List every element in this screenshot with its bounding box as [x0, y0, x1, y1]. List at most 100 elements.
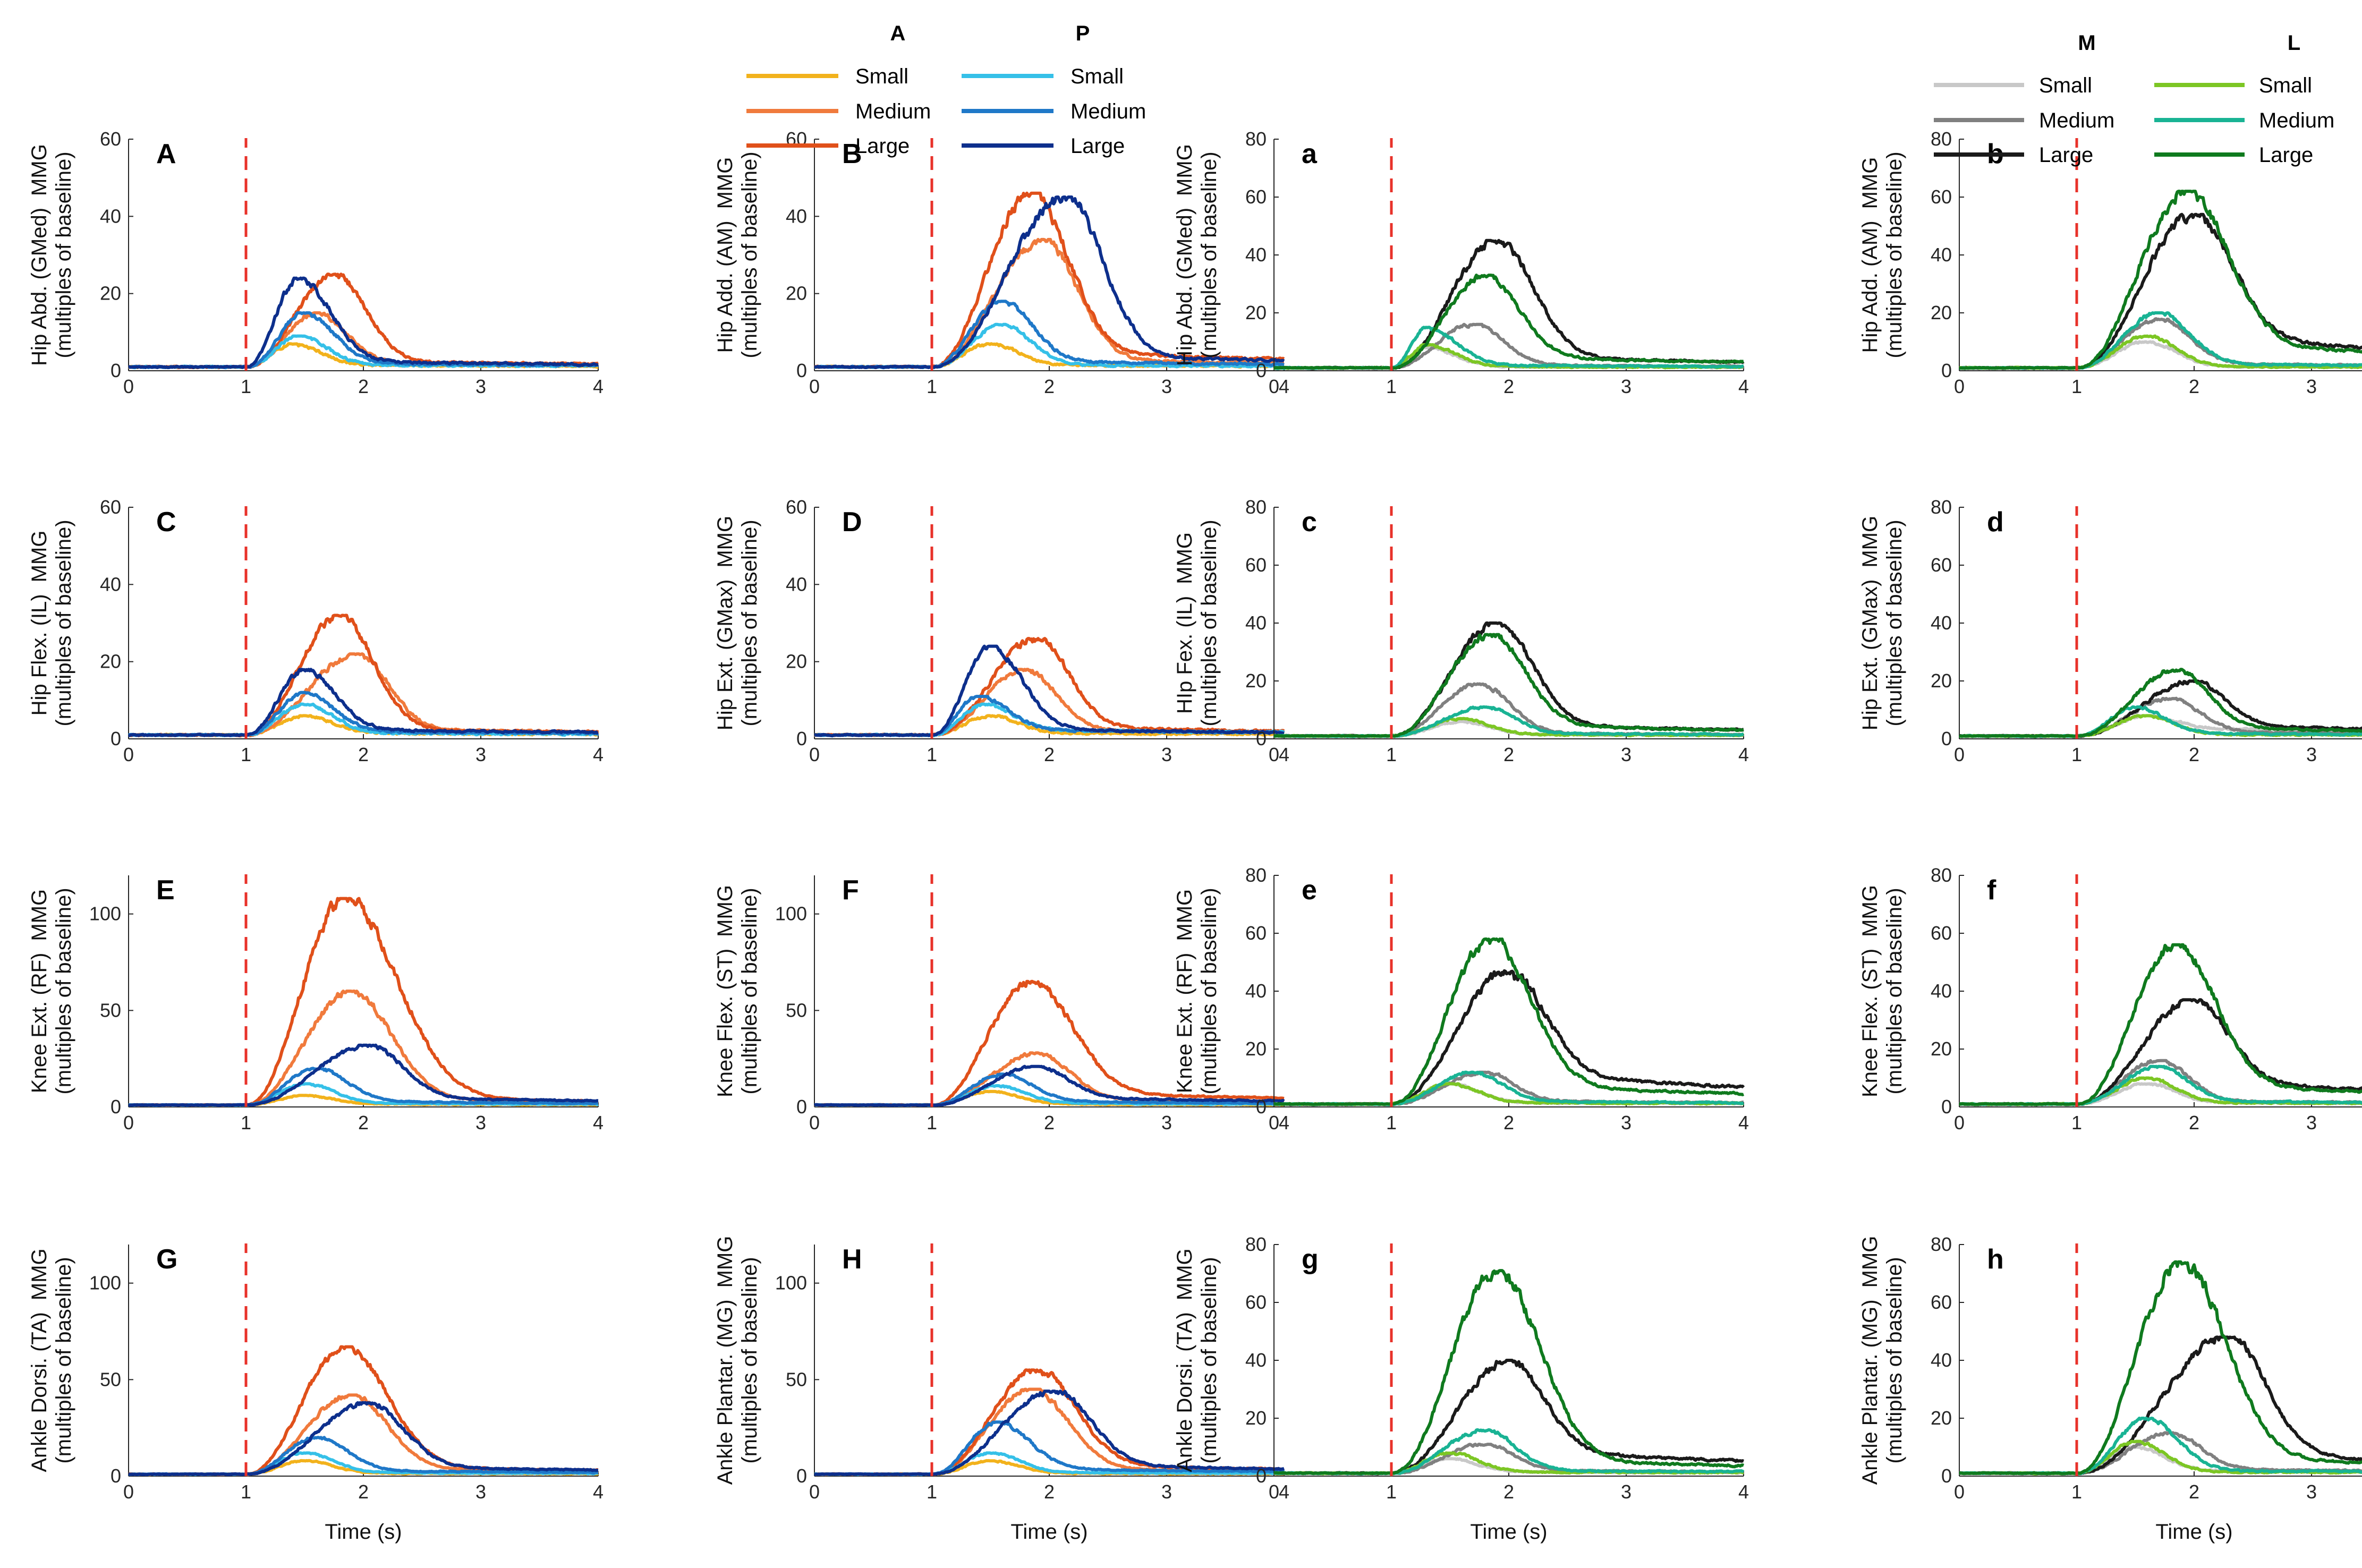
series-line-l-large [1959, 190, 2362, 370]
y-tick-label: 0 [111, 360, 121, 381]
series-line-a-large [128, 897, 599, 1107]
legend-label-m-medium: Medium [2039, 109, 2114, 132]
x-tick-label: 0 [123, 1112, 134, 1134]
x-tick-label: 3 [1621, 744, 1632, 765]
y-axis-label-measure: MMG [713, 885, 737, 937]
y-tick-label: 20 [786, 283, 807, 304]
x-tick-label: 1 [241, 1481, 251, 1503]
x-tick-label: 3 [1161, 744, 1172, 765]
series-line-p-large [814, 1390, 1285, 1477]
panel-letter: g [1302, 1244, 1319, 1275]
x-tick-label: 2 [1503, 744, 1514, 765]
series-line-p-large [128, 1043, 599, 1107]
y-tick-label: 40 [1245, 980, 1267, 1002]
series-line-p-medium [128, 311, 599, 370]
y-tick-label: 40 [1245, 1349, 1267, 1371]
y-axis-label: Knee Ext. (RF) MMG(multiples of baseline) [28, 888, 75, 1094]
y-axis-label: Ankle Plantar. (MG) MMG(multiples of base… [1858, 1236, 1906, 1485]
y-tick-label: 20 [1931, 670, 1952, 692]
y-axis-label-sub: (multiples of baseline) [1197, 151, 1221, 358]
y-tick-label: 60 [1931, 554, 1952, 576]
y-axis-label-measure: MMG [1858, 885, 1882, 937]
series-line-p-large [128, 668, 599, 737]
y-axis-label-measure: MMG [1173, 889, 1196, 941]
y-tick-label: 0 [1256, 1465, 1267, 1487]
x-tick-label: 3 [2306, 744, 2317, 765]
y-axis-label: Knee Flex. (ST) MMG(multiples of baseline… [713, 885, 761, 1097]
x-tick-label: 2 [1044, 376, 1055, 397]
y-axis-label-sub: (multiples of baseline) [1883, 151, 1906, 358]
y-axis-label-sub: (multiples of baseline) [1197, 519, 1221, 726]
series-line-m-large [1273, 621, 1744, 738]
y-axis-label-measure: MMG [713, 157, 737, 209]
y-axis-label-sub: (multiples of baseline) [52, 151, 75, 358]
series-line-l-large [1959, 1260, 2362, 1476]
y-axis-label-muscle: Knee Flex. (ST) [1858, 949, 1882, 1097]
y-tick-label: 40 [1931, 612, 1952, 634]
x-tick-label: 0 [123, 1481, 134, 1503]
x-tick-label: 3 [1621, 376, 1632, 397]
x-tick-label: 2 [1503, 1112, 1514, 1134]
y-tick-label: 20 [100, 651, 121, 672]
x-axis-label: Time (s) [2155, 1520, 2232, 1544]
x-tick-label: 4 [1738, 1481, 1749, 1503]
y-axis-label-muscle: Hip Ext. (GMax) [713, 580, 737, 730]
y-tick-label: 60 [1245, 1291, 1267, 1313]
panel-letter: C [156, 507, 176, 538]
y-axis-label-muscle: Hip Abd. (GMed) [28, 208, 51, 366]
y-tick-label: 40 [1931, 244, 1952, 266]
y-tick-label: 20 [786, 651, 807, 672]
x-tick-label: 1 [1386, 376, 1397, 397]
panel-letter: A [156, 139, 176, 169]
y-axis-label-measure: MMG [1858, 157, 1882, 209]
y-axis-label-sub: (multiples of baseline) [52, 519, 75, 726]
x-tick-label: 4 [593, 1481, 604, 1503]
x-tick-label: 2 [358, 744, 369, 765]
y-axis-label: Ankle Dorsi. (TA) MMG(multiples of baseli… [28, 1248, 75, 1472]
legend-label-a-small: Small [855, 65, 908, 88]
y-axis-label-sub: (multiples of baseline) [1197, 1257, 1221, 1463]
series-line-l-large [1273, 937, 1745, 1106]
y-axis-label-sub: (multiples of baseline) [1883, 888, 1906, 1094]
x-tick-label: 2 [2189, 1481, 2199, 1503]
y-axis-label-sub: (multiples of baseline) [738, 888, 761, 1094]
y-axis-label-measure: MMG [713, 1236, 737, 1288]
legend-label-l-small: Small [2259, 74, 2312, 97]
panel-letter: B [842, 139, 862, 169]
y-tick-label: 20 [1931, 302, 1952, 323]
series-line-m-large [1959, 679, 2362, 738]
x-tick-label: 2 [1044, 1112, 1055, 1134]
y-axis-label: HIp Fex. (IL) MMG(multiples of baseline) [1173, 519, 1221, 726]
y-tick-label: 100 [89, 903, 121, 925]
legend-label-p-large: Large [1070, 134, 1125, 158]
y-axis-label: Hip Ext. (GMax) MMG(multiples of baseline… [1858, 516, 1906, 730]
series-line-p-large [814, 644, 1285, 738]
y-tick-label: 60 [100, 496, 121, 518]
y-axis-label: Hip Abd. (GMed) MMG(multiples of baseline… [28, 144, 75, 366]
y-axis-label-muscle: Knee Ext. (RF) [28, 953, 51, 1094]
panel-letter: D [842, 507, 862, 538]
y-axis-label: Hip Abd. (GMed) MMG(multiples of baseline… [1173, 144, 1221, 366]
panel-letter: f [1987, 875, 1996, 906]
y-tick-label: 20 [1245, 1038, 1267, 1060]
series-line-p-large [814, 1064, 1285, 1107]
x-tick-label: 0 [809, 744, 820, 765]
y-axis-label-sub: (multiples of baseline) [738, 1257, 761, 1463]
x-tick-label: 2 [358, 1112, 369, 1134]
series-line-l-large [1959, 943, 2362, 1106]
series-line-l-large [1273, 1269, 1745, 1476]
legend-title-M: M [2078, 31, 2095, 55]
x-tick-label: 0 [1269, 1481, 1279, 1503]
y-tick-label: 0 [796, 360, 807, 381]
y-tick-label: 80 [1931, 1233, 1952, 1255]
x-tick-label: 3 [475, 744, 486, 765]
series-line-a-large [128, 272, 599, 370]
